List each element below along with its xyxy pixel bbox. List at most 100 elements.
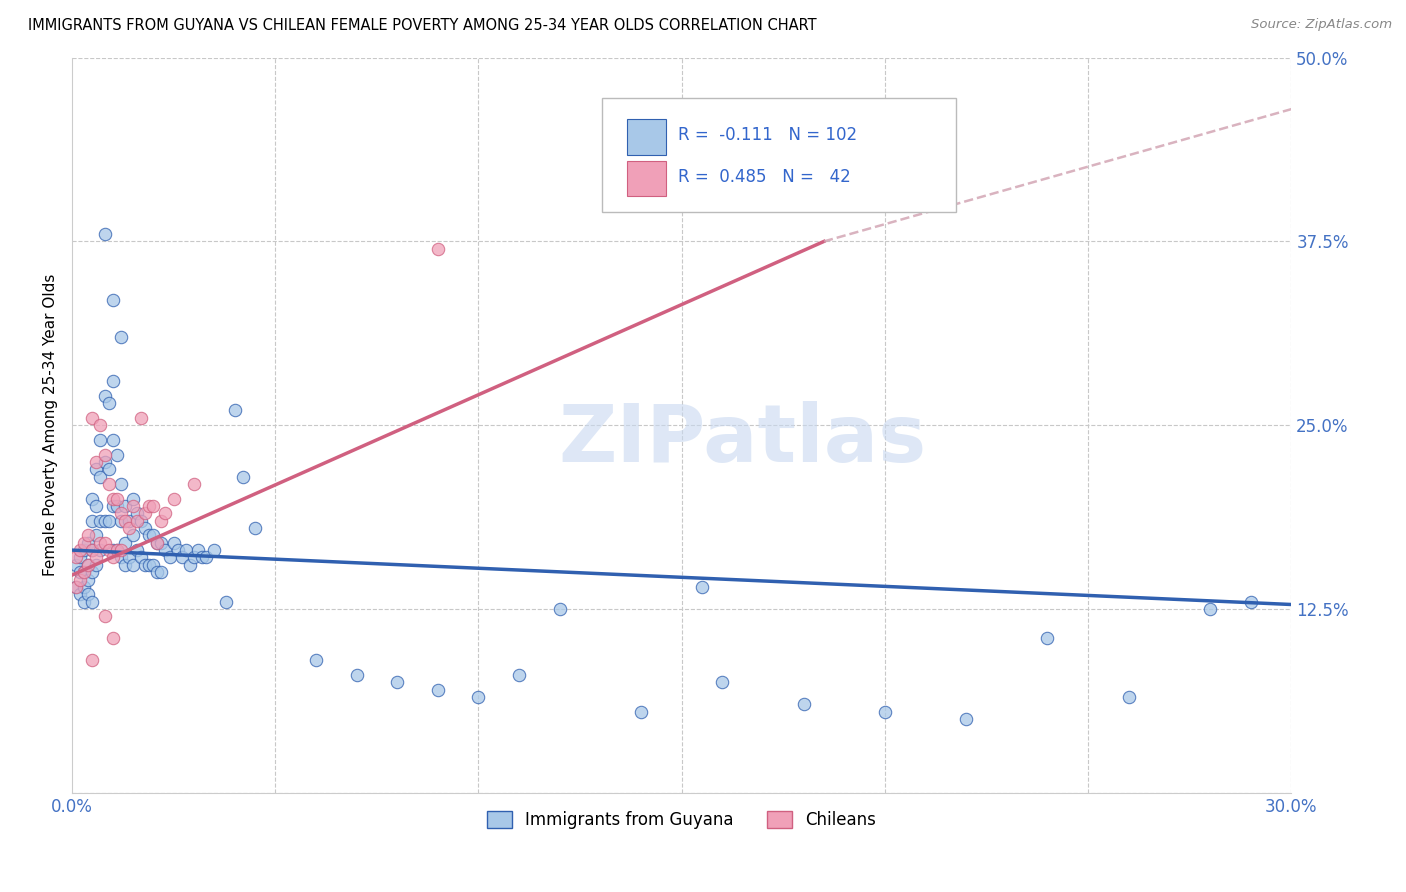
Point <box>118 550 141 565</box>
Point <box>114 535 136 549</box>
FancyBboxPatch shape <box>602 98 956 212</box>
Point <box>187 543 209 558</box>
Point <box>243 521 266 535</box>
Point <box>86 455 108 469</box>
Point <box>97 477 120 491</box>
Point <box>166 543 188 558</box>
Point <box>129 410 152 425</box>
Text: IMMIGRANTS FROM GUYANA VS CHILEAN FEMALE POVERTY AMONG 25-34 YEAR OLDS CORRELATI: IMMIGRANTS FROM GUYANA VS CHILEAN FEMALE… <box>28 18 817 33</box>
Point <box>110 330 132 344</box>
Point <box>82 565 104 579</box>
Point <box>467 690 489 705</box>
Point <box>101 374 124 388</box>
Point <box>146 565 169 579</box>
Text: ZIPatlas: ZIPatlas <box>558 401 927 479</box>
Y-axis label: Female Poverty Among 25-34 Year Olds: Female Poverty Among 25-34 Year Olds <box>44 274 58 576</box>
Point <box>86 499 108 513</box>
Point <box>89 514 111 528</box>
Point <box>105 499 128 513</box>
FancyBboxPatch shape <box>627 161 666 196</box>
Text: R =  -0.111   N = 102: R = -0.111 N = 102 <box>678 126 858 144</box>
Point <box>105 543 128 558</box>
Point <box>73 565 96 579</box>
Point <box>101 632 124 646</box>
Point <box>73 543 96 558</box>
Point <box>202 543 225 558</box>
Point <box>138 528 160 542</box>
Point <box>146 535 169 549</box>
Point <box>1240 594 1263 608</box>
Point <box>101 499 124 513</box>
Point <box>1036 632 1059 646</box>
Point <box>101 543 124 558</box>
Point <box>73 580 96 594</box>
Point <box>110 507 132 521</box>
Point <box>105 543 128 558</box>
Point <box>69 587 91 601</box>
Point <box>77 587 100 601</box>
Point <box>122 558 145 572</box>
FancyBboxPatch shape <box>627 120 666 154</box>
Point <box>93 448 115 462</box>
Point <box>191 550 214 565</box>
Point <box>69 565 91 579</box>
Text: R =  0.485   N =   42: R = 0.485 N = 42 <box>678 169 851 186</box>
Point <box>82 653 104 667</box>
Point <box>93 389 115 403</box>
Point <box>134 521 156 535</box>
Point <box>122 528 145 542</box>
Point <box>155 507 177 521</box>
Point <box>146 535 169 549</box>
Point <box>125 507 148 521</box>
Point <box>129 514 152 528</box>
Point <box>69 573 91 587</box>
Point <box>114 499 136 513</box>
Point <box>122 499 145 513</box>
Point <box>110 514 132 528</box>
Point <box>97 514 120 528</box>
Point <box>138 558 160 572</box>
Point <box>150 514 173 528</box>
Point <box>89 543 111 558</box>
Point <box>125 514 148 528</box>
Point <box>65 580 87 594</box>
Point <box>150 565 173 579</box>
Legend: Immigrants from Guyana, Chileans: Immigrants from Guyana, Chileans <box>481 805 883 836</box>
Point <box>142 558 165 572</box>
Point <box>77 573 100 587</box>
Point <box>426 242 449 256</box>
Point <box>93 609 115 624</box>
Point <box>77 535 100 549</box>
Point <box>142 528 165 542</box>
Point <box>65 558 87 572</box>
Point <box>162 535 184 549</box>
Point <box>183 550 205 565</box>
Point <box>110 477 132 491</box>
Point <box>110 550 132 565</box>
Point <box>101 491 124 506</box>
Point <box>93 455 115 469</box>
Point <box>195 550 218 565</box>
Point <box>224 403 246 417</box>
Point <box>93 227 115 241</box>
Point <box>101 550 124 565</box>
Point <box>711 675 734 690</box>
Point <box>82 543 104 558</box>
Point <box>97 462 120 476</box>
Point <box>77 558 100 572</box>
Point <box>1199 602 1222 616</box>
Point <box>73 535 96 549</box>
Point <box>82 594 104 608</box>
Point <box>69 543 91 558</box>
Point <box>118 521 141 535</box>
Point <box>179 558 201 572</box>
Point <box>873 705 896 719</box>
Point <box>793 698 815 712</box>
Point <box>82 410 104 425</box>
Point <box>346 668 368 682</box>
Point <box>77 558 100 572</box>
Point <box>170 550 193 565</box>
Point <box>129 550 152 565</box>
Point <box>174 543 197 558</box>
Point <box>89 418 111 433</box>
